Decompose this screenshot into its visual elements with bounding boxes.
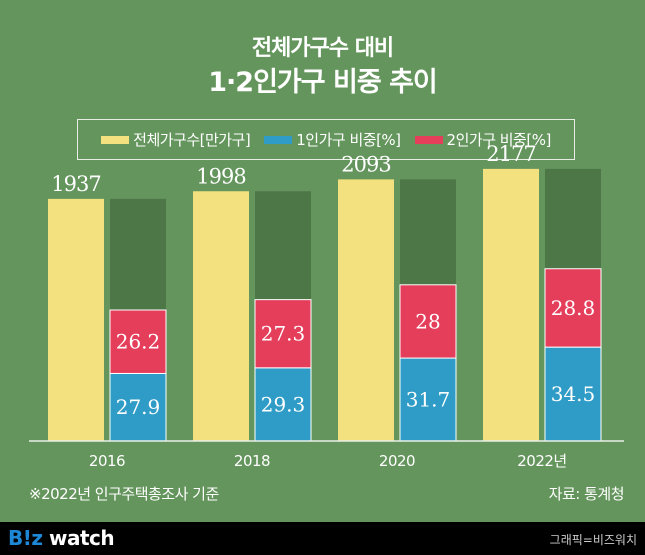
bar-two-share: [109, 309, 167, 374]
legend-swatch-two: [414, 135, 443, 144]
footnote: ※2022년 인구주택총조사 기준: [29, 485, 219, 503]
bar-total: [193, 191, 249, 441]
chart-title-line2: 1·2인가구 비중 추이: [208, 67, 438, 98]
legend: 전체가구수[만가구] 1인가구 비중[%] 2인가구 비중[%]: [77, 119, 575, 160]
bizwatch-logo: B!z watch: [8, 526, 115, 550]
data-label-total: 2177: [486, 142, 535, 166]
legend-swatch-single: [264, 135, 293, 144]
data-label-total: 1998: [196, 164, 245, 188]
bar-single-share: [254, 367, 312, 442]
source: 자료: 통계청: [548, 485, 625, 503]
legend-swatch-total: [101, 135, 130, 144]
x-tick-label: 2018: [234, 452, 270, 470]
bar-single-share: [544, 346, 602, 442]
bar-two-share: [544, 268, 602, 348]
data-label-total: 1937: [51, 172, 100, 196]
data-label-total: 2093: [341, 152, 390, 176]
bar-total: [338, 179, 394, 441]
legend-label-single: 1인가구 비중[%]: [296, 131, 401, 149]
data-label-single: 27.9: [116, 395, 161, 419]
legend-item-single: 1인가구 비중[%]: [264, 129, 401, 150]
legend-item-total: 전체가구수[만가구]: [101, 129, 251, 150]
data-label-single: 34.5: [551, 382, 596, 406]
bar-single-share: [399, 357, 457, 442]
x-tick-label: 2022년: [517, 452, 566, 470]
bar-total: [483, 168, 539, 441]
footer-bar: B!z watch 그래픽=비즈워치: [0, 522, 645, 555]
data-label-single: 29.3: [261, 392, 306, 416]
data-label-two: 27.3: [261, 322, 306, 346]
data-label-two: 28.8: [551, 296, 596, 320]
bar-chart: 1937 27.9 26.2 2016 1998 29.3 27.3 2018 2093 31.7…: [29, 142, 624, 470]
graphic-credit: 그래픽=비즈워치: [549, 533, 637, 547]
bar-two-share: [254, 299, 312, 369]
legend-item-two: 2인가구 비중[%]: [414, 129, 552, 150]
data-label-two: 28: [415, 309, 440, 333]
bar-two-share: [399, 284, 457, 359]
bar-total: [48, 198, 104, 441]
data-label-single: 31.7: [406, 388, 451, 412]
legend-label-two: 2인가구 비중[%]: [446, 131, 552, 149]
x-tick-label: 2020: [379, 452, 415, 470]
data-label-two: 26.2: [116, 330, 161, 354]
x-tick-label: 2016: [89, 452, 125, 470]
legend-label-total: 전체가구수[만가구]: [133, 131, 251, 149]
chart-title-line1: 전체가구수 대비: [251, 36, 394, 61]
